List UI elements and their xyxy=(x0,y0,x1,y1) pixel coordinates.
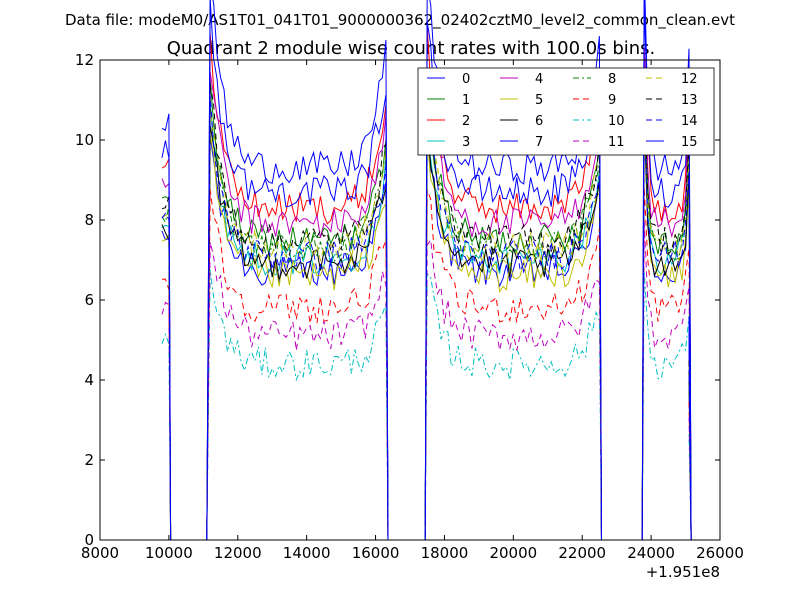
series-line xyxy=(161,221,692,541)
legend-label: 8 xyxy=(608,72,616,87)
y-tick-label: 8 xyxy=(84,211,94,229)
legend-label: 5 xyxy=(535,93,543,108)
x-offset-label: +1.951e8 xyxy=(646,563,720,581)
x-tick-label: 22000 xyxy=(558,544,606,562)
legend-label: 11 xyxy=(608,135,625,150)
legend-label: 15 xyxy=(681,135,698,150)
series-line xyxy=(161,69,692,541)
legend-label: 2 xyxy=(462,114,470,129)
x-tick-label: 8000 xyxy=(81,544,119,562)
legend-label: 14 xyxy=(681,114,698,129)
y-tick-label: 12 xyxy=(75,51,94,69)
legend-label: 0 xyxy=(462,72,470,87)
legend-label: 13 xyxy=(681,93,698,108)
legend-frame xyxy=(417,67,715,156)
legend-label: 10 xyxy=(608,114,625,129)
x-tick-label: 12000 xyxy=(214,544,262,562)
legend-label: 3 xyxy=(462,135,470,150)
legend-label: 4 xyxy=(535,72,543,87)
y-tick-label: 4 xyxy=(84,371,94,389)
legend-label: 12 xyxy=(681,72,698,87)
y-tick-label: 6 xyxy=(84,291,94,309)
legend-label: 7 xyxy=(535,135,543,150)
x-tick-label: 24000 xyxy=(627,544,675,562)
suptitle: Data file: modeM0/AS1T01_041T01_90000003… xyxy=(65,11,735,30)
tick-layer: 8000 10000 12000 14000 16000 18000 20000 22000 2… xyxy=(75,51,744,562)
x-tick-label: 16000 xyxy=(352,544,400,562)
y-tick-label: 2 xyxy=(84,451,94,469)
y-tick-label: 0 xyxy=(84,531,94,549)
series-line xyxy=(161,269,692,541)
legend-label: 1 xyxy=(462,93,470,108)
chart-title: Quadrant 2 module wise count rates with … xyxy=(167,38,656,59)
x-tick-label: 20000 xyxy=(489,544,537,562)
x-tick-label: 14000 xyxy=(283,544,331,562)
x-tick-label: 10000 xyxy=(145,544,193,562)
legend-label: 6 xyxy=(535,114,543,129)
legend-label: 9 xyxy=(608,93,616,108)
x-tick-label: 26000 xyxy=(696,544,744,562)
y-tick-label: 10 xyxy=(75,131,94,149)
x-tick-label: 18000 xyxy=(421,544,469,562)
